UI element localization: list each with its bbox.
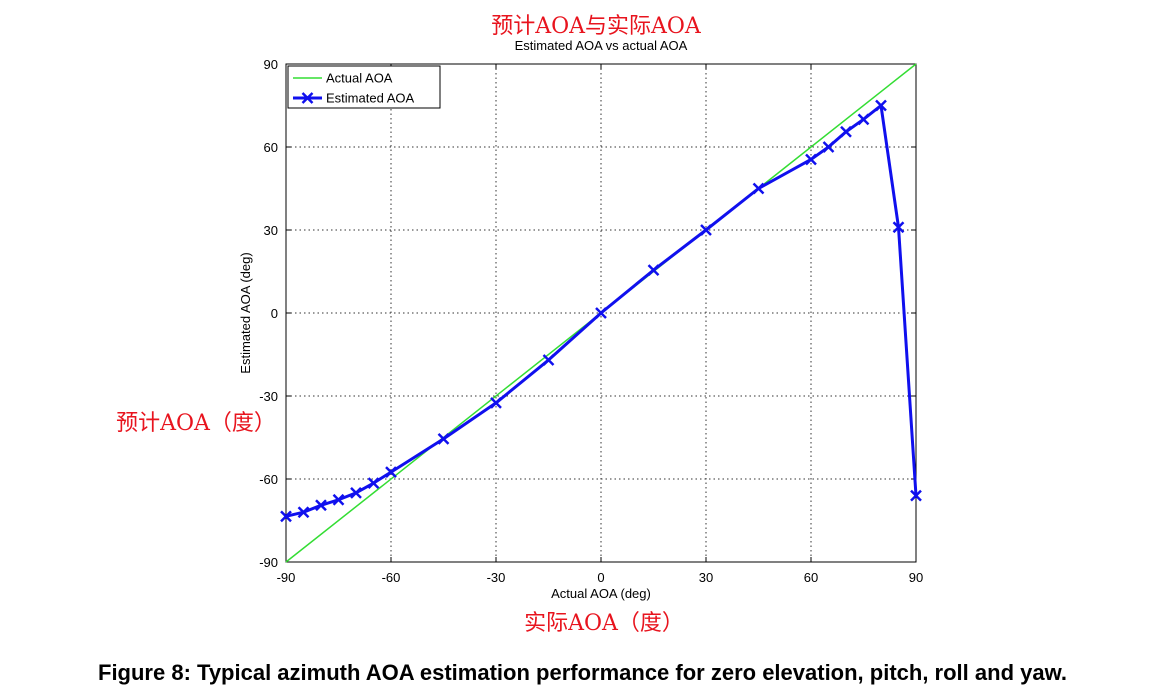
y-tick-label: -60 [259,472,278,487]
legend-box [287,65,441,109]
series-line-estimated-aoa [285,104,918,518]
axis-ticks: -90 -60 -30 0 30 60 90 -90 -60 -30 0 30 60 90 [259,57,923,585]
y-tick-label: -30 [259,389,278,404]
y-axis-label: Estimated AOA (deg) [238,252,253,373]
data-point-estimated-aoa [437,432,450,445]
data-point-estimated-aoa [332,493,345,506]
data-point-estimated-aoa [350,486,362,499]
x-tick-label: 90 [909,570,923,585]
x-tick-label: 0 [597,570,604,585]
y-tick-label: 60 [264,140,278,155]
data-point-estimated-aoa [315,499,327,512]
data-point-estimated-aoa [490,397,502,409]
data-point-estimated-aoa [700,224,712,236]
data-point-estimated-aoa [752,182,765,195]
x-tick-label: 30 [699,570,713,585]
x-tick-label: -30 [487,570,506,585]
data-point-estimated-aoa [542,354,555,366]
figure-caption: Figure 8: Typical azimuth AOA estimation… [98,660,1067,685]
legend-marker-estimated-aoa [301,92,314,104]
chart-title: Estimated AOA vs actual AOA [515,38,688,53]
data-point-estimated-aoa [367,477,380,490]
legend-marker-x [301,92,314,104]
y-tick-label: 0 [271,306,278,321]
y-tick-label: -90 [259,555,278,570]
data-point-estimated-aoa [280,510,292,523]
legend-label-actual-aoa: Actual AOA [326,71,393,86]
data-point-estimated-aoa [647,264,660,277]
x-tick-label: -60 [382,570,401,585]
legend: Actual AOA Estimated AOA [287,65,441,109]
legend-label-estimated-aoa: Estimated AOA [326,91,414,106]
data-point-estimated-aoa [297,506,310,519]
data-point-estimated-aoa [857,113,870,126]
data-point-estimated-aoa [840,125,852,138]
data-point-estimated-aoa [805,153,817,166]
data-point-estimated-aoa [910,489,922,502]
data-point-estimated-aoa [875,99,887,112]
x-axis-label: Actual AOA (deg) [551,586,651,601]
x-tick-label: -90 [277,570,296,585]
y-axis-label-cn: 预计AOA（度） [116,411,276,436]
y-tick-label: 30 [264,223,278,238]
data-point-estimated-aoa [595,307,607,319]
x-tick-label: 60 [804,570,818,585]
chart-title-cn: 预计AOA与实际AOA [491,14,702,39]
data-point-estimated-aoa [822,141,835,153]
x-axis-label-cn: 实际AOA（度） [524,611,684,636]
data-point-estimated-aoa [385,466,397,478]
data-point-estimated-aoa [892,221,905,234]
y-tick-label: 90 [264,57,278,72]
series-group [280,63,922,563]
